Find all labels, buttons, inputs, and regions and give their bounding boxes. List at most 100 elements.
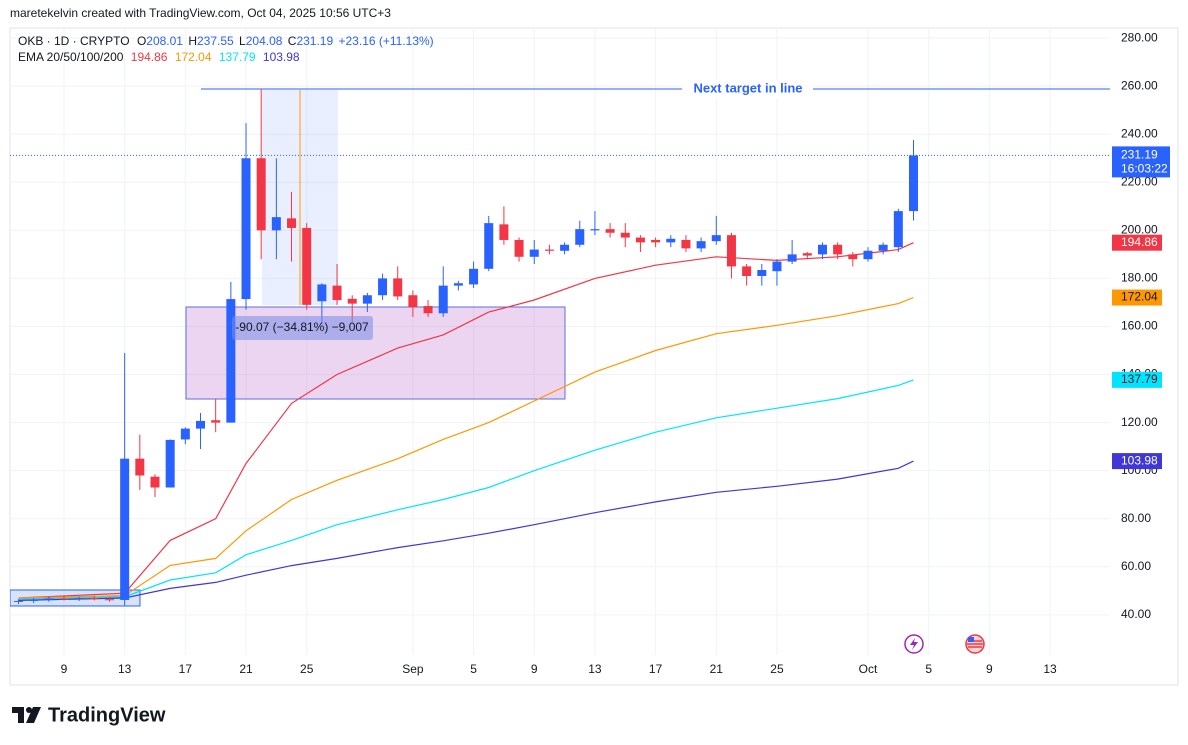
ohlc-label: O [137,34,146,48]
x-tick-label: 21 [710,662,724,676]
logo-text: TradingView [48,704,166,726]
ema-legend: EMA 20/50/100/200 194.86 172.04 137.79 1… [18,50,300,64]
candle-body [271,217,281,231]
x-tick-label: 13 [1043,662,1057,676]
event-icons [904,634,985,654]
candle-body [848,254,858,260]
candle-body [104,599,114,601]
y-tick-label: 60.00 [1121,559,1151,573]
x-tick-label: 13 [588,662,602,676]
candle-body [833,244,843,255]
candle-body [241,158,251,300]
grid [10,28,1110,655]
x-tick-label: 25 [770,662,784,676]
candle-body [362,295,372,304]
candle-body [893,211,903,248]
ohlc-value: 204.08 [246,34,283,48]
candle-body [711,235,721,242]
candle-body [423,306,433,314]
candle-body [347,298,357,304]
countdown: 16:03:22 [1121,162,1168,176]
candle-body [772,261,782,272]
candle-body [317,284,327,302]
flag-canton [968,637,974,642]
ema-line [18,242,914,599]
candle-body [499,224,509,240]
symbol-legend: OKB · 1D · CRYPTO O208.01 H237.55 L204.0… [18,34,434,48]
x-tick-label: 9 [61,662,68,676]
candle-body [666,238,676,243]
candle-body [757,270,767,277]
axes: 40.0060.0080.00100.00120.00140.00160.001… [61,30,1170,676]
candle-body [575,229,585,245]
x-tick-label: 9 [986,662,993,676]
candle-body [787,254,797,262]
candle-body [393,278,403,297]
ema-label: EMA 20/50/100/200 [18,50,124,64]
candle-body [635,237,645,243]
candle-body [196,420,206,429]
y-tick-label: 160.00 [1121,319,1158,333]
x-tick-label: Oct [859,662,878,676]
candle-body [74,598,84,600]
ema-box [1112,234,1162,251]
y-tick-label: 240.00 [1121,126,1158,140]
candle-body [560,244,570,251]
candle-body [726,235,736,267]
y-tick-label: 280.00 [1121,30,1158,44]
measure-label-bg [232,316,373,340]
y-tick-label: 260.00 [1121,78,1158,92]
x-tick-label: Sep [402,662,424,676]
candle-body [620,232,630,238]
target-label: Next target in line [693,80,802,95]
ema-box [1112,453,1162,470]
price-box [1112,146,1170,178]
candle-body [135,458,145,476]
symbol: OKB · 1D · CRYPTO [18,34,130,48]
ohlc-value: 231.19 [296,34,333,48]
y-tick-label: 40.00 [1121,607,1151,621]
candle-body [165,439,175,488]
ema-box-label: 103.98 [1121,453,1158,467]
candle-body [802,253,812,256]
candle-body [453,283,463,286]
logo: TradingView [12,704,166,726]
candle-body [605,229,615,233]
candle-body [59,598,69,600]
lightning [910,638,918,650]
ema-line [18,296,914,599]
x-tick-label: 17 [649,662,663,676]
ema-box [1112,371,1162,388]
candle-body [408,295,418,308]
y-tick-label: 220.00 [1121,174,1158,188]
candle-body [651,239,661,243]
ema-box-label: 137.79 [1121,372,1158,386]
ohlc-label: L [239,34,246,48]
ema-box [1112,289,1162,306]
plot [10,88,1110,606]
candle-body [89,598,99,600]
candle-body [287,218,297,228]
x-tick-label: 5 [470,662,477,676]
y-tick-label: 120.00 [1121,415,1158,429]
y-tick-label: 180.00 [1121,271,1158,285]
candle-body [484,223,494,269]
price-box-label: 231.19 [1121,148,1158,162]
candle-body [226,299,236,423]
x-tick-label: 25 [300,662,314,676]
ohlc-label: C [288,34,297,48]
candle-body [544,249,554,251]
y-tick-label: 200.00 [1121,223,1158,237]
logo-mark [26,707,32,713]
chart-frame [9,27,1179,686]
candle-body [681,239,691,249]
logo-mark [12,707,24,723]
ema-value: 137.79 [219,50,256,64]
candle-body [29,599,39,601]
target-label-bg [682,80,813,98]
ema-box-label: 194.86 [1121,235,1158,249]
candle-body [378,278,388,296]
candle-body [514,239,524,257]
